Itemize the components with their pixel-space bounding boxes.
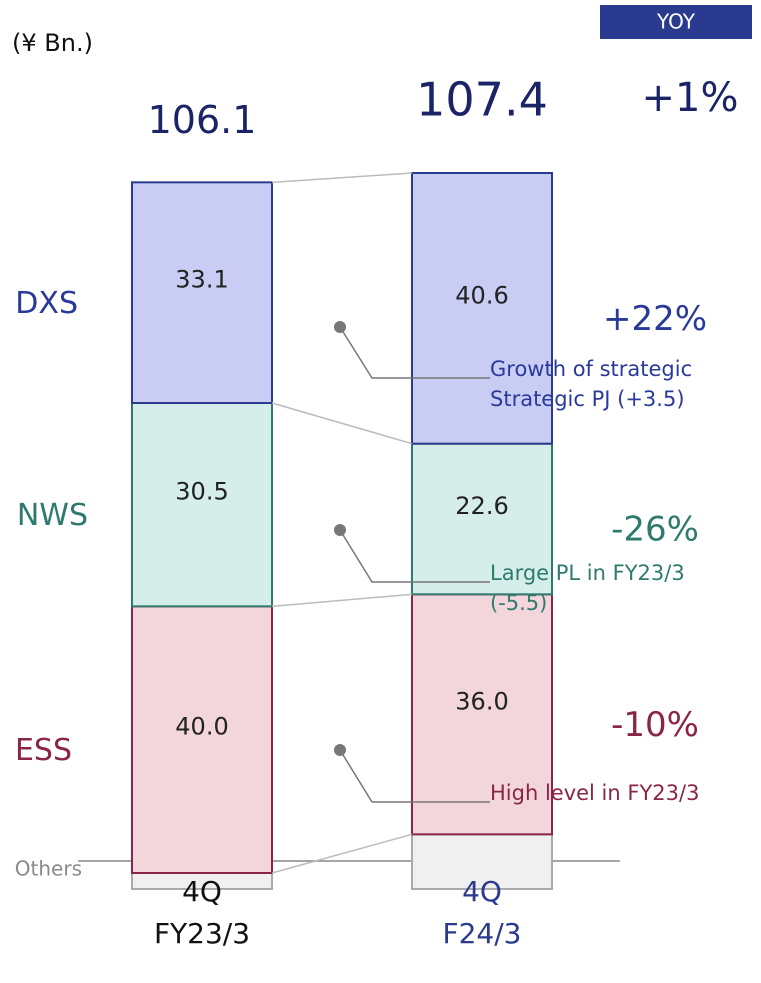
bar-segment (411, 593, 553, 836)
x-tick-label: F24/3 (443, 917, 522, 950)
value-label: 40.6 (455, 281, 508, 309)
connector (271, 593, 413, 608)
annotation: Strategic PJ (+3.5) (490, 387, 685, 411)
bar-segment (411, 833, 553, 890)
total-label: 106.1 (148, 98, 257, 142)
annotation-leader (339, 529, 490, 583)
yoy-header-box (600, 5, 752, 39)
annotation-leader (339, 326, 490, 379)
yoy-label: +22% (603, 299, 707, 339)
series-label: DXS (15, 286, 78, 321)
x-tick-label: FY23/3 (154, 917, 250, 950)
series-label: Others (15, 857, 82, 881)
series-label: NWS (17, 498, 88, 533)
bar-segment (411, 442, 553, 596)
annotation-leader (339, 749, 490, 803)
annotation: Large PL in FY23/3 (490, 561, 685, 585)
bar-segment (411, 172, 553, 445)
value-label: 33.1 (175, 266, 228, 294)
bar-segment (131, 181, 273, 404)
value-label: 40.0 (175, 713, 228, 741)
connector (271, 172, 413, 184)
connector (271, 402, 413, 445)
annotation: (-5.5) (490, 591, 547, 615)
unit-label: (¥ Bn.) (12, 29, 93, 57)
yoy-label: -10% (611, 705, 699, 745)
bar-segment (131, 402, 273, 608)
value-label: 36.0 (455, 687, 508, 715)
annotation: Growth of strategic (490, 357, 692, 381)
yoy-header: YOY (656, 10, 696, 34)
value-label: 22.6 (455, 492, 508, 520)
total-label: 107.4 (416, 73, 548, 127)
annotation: High level in FY23/3 (490, 781, 699, 805)
connector (271, 833, 413, 874)
total-yoy: +1% (642, 75, 739, 121)
value-label: 30.5 (175, 478, 228, 506)
yoy-label: -26% (611, 510, 699, 550)
x-tick-label: 4Q (462, 875, 502, 908)
series-label: ESS (15, 733, 72, 768)
x-tick-label: 4Q (182, 875, 222, 908)
